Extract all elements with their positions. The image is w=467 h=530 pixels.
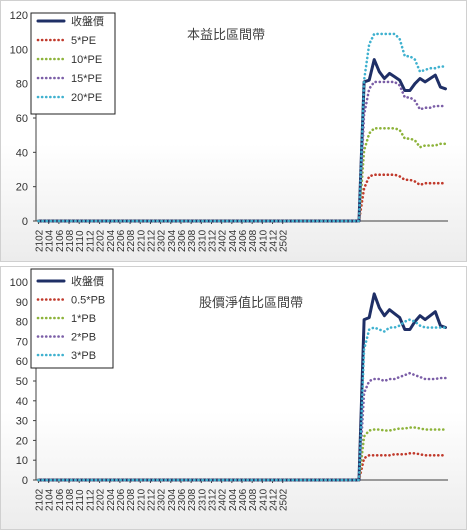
series-line-2 xyxy=(37,127,447,223)
x-tick-label: 2106 xyxy=(55,488,66,511)
legend-label-4: 3*PB xyxy=(71,350,96,362)
y-tick-label: 10 xyxy=(16,455,28,467)
x-tick-label: 2212 xyxy=(146,229,157,252)
y-tick-label: 60 xyxy=(16,113,28,125)
legend-label-1: 5*PE xyxy=(71,35,96,47)
x-tick-label: 2312 xyxy=(207,488,218,511)
legend-label-0: 收盤價 xyxy=(71,274,104,288)
series-line-4 xyxy=(37,32,447,223)
x-tick-label: 2306 xyxy=(177,229,188,252)
x-tick-label: 2304 xyxy=(167,229,178,252)
y-tick-label: 80 xyxy=(16,79,28,91)
x-tick-label: 2308 xyxy=(187,229,198,252)
x-tick-label: 2106 xyxy=(55,229,66,252)
legend-label-0: 收盤價 xyxy=(71,14,104,28)
x-tick-label: 2202 xyxy=(96,229,107,252)
x-tick-label: 2406 xyxy=(238,229,249,252)
x-tick-label: 2310 xyxy=(197,229,208,252)
x-tick-label: 2410 xyxy=(258,488,269,511)
x-tick-label: 2404 xyxy=(228,488,239,511)
y-tick-label: 0 xyxy=(22,475,28,487)
x-tick-label: 2104 xyxy=(45,229,56,252)
x-tick-label: 2108 xyxy=(65,488,76,511)
chart-title: 股價淨值比區間帶 xyxy=(199,295,303,310)
x-tick-label: 2308 xyxy=(187,488,198,511)
x-tick-label: 2204 xyxy=(106,488,117,511)
legend-box xyxy=(30,268,114,369)
chart-title: 本益比區間帶 xyxy=(187,27,265,42)
series-line-1 xyxy=(37,452,447,482)
series-line-0 xyxy=(37,292,447,482)
x-tick-label: 2302 xyxy=(157,488,168,511)
y-tick-label: 100 xyxy=(10,44,28,56)
x-tick-label: 2210 xyxy=(136,229,147,252)
y-tick-label: 40 xyxy=(16,147,28,159)
series-line-3 xyxy=(37,371,447,482)
legend-label-3: 2*PB xyxy=(71,332,96,344)
x-tick-label: 2306 xyxy=(177,488,188,511)
series-line-0 xyxy=(37,58,447,223)
y-tick-label: 50 xyxy=(16,376,28,388)
x-tick-label: 2208 xyxy=(126,488,137,511)
y-tick-label: 120 xyxy=(10,10,28,22)
x-tick-label: 2302 xyxy=(157,229,168,252)
x-tick-label: 2102 xyxy=(35,229,46,252)
x-tick-label: 2112 xyxy=(85,489,96,511)
chart-panel-pe: 0 20 40 60 80 100 120 2102 2104 2106 2108 2110 2112 2… xyxy=(0,0,467,262)
x-tick-label: 2310 xyxy=(197,488,208,511)
y-tick-label: 20 xyxy=(16,435,28,447)
x-tick-label: 2408 xyxy=(248,488,259,511)
legend-label-4: 20*PE xyxy=(71,92,102,104)
x-tick-label: 2102 xyxy=(35,488,46,511)
x-tick-label: 2502 xyxy=(279,488,290,511)
x-tick-label: 2108 xyxy=(65,229,76,252)
x-tick-label: 2208 xyxy=(126,229,137,252)
y-tick-label: 100 xyxy=(10,277,28,289)
y-tick-label: 60 xyxy=(16,356,28,368)
legend-label-3: 15*PE xyxy=(71,73,102,85)
y-tick-label: 70 xyxy=(16,336,28,348)
x-tick-label: 2412 xyxy=(269,229,280,252)
x-tick-label: 2104 xyxy=(45,488,56,511)
chart-panel-pb: 0 10 20 30 40 50 60 70 80 90 100 2102 2104 2106 2108 21… xyxy=(0,266,467,530)
y-tick-label: 40 xyxy=(16,396,28,408)
series-line-1 xyxy=(37,173,447,223)
x-tick-label: 2402 xyxy=(218,488,229,511)
y-tick-label: 0 xyxy=(22,216,28,228)
x-tick-label: 2406 xyxy=(238,488,249,511)
x-tick-label: 2204 xyxy=(106,229,117,252)
legend-label-2: 10*PE xyxy=(71,54,102,66)
x-tick-label: 2410 xyxy=(258,229,269,252)
x-tick-label: 2206 xyxy=(116,229,127,252)
x-tick-label: 2210 xyxy=(136,488,147,511)
series-line-4 xyxy=(37,318,447,482)
x-tick-label: 2502 xyxy=(279,229,290,252)
x-tick-label: 2312 xyxy=(207,229,218,252)
y-tick-label: 30 xyxy=(16,416,28,428)
y-tick-label: 80 xyxy=(16,317,28,329)
series-line-2 xyxy=(37,426,447,482)
x-tick-label: 2404 xyxy=(228,229,239,252)
x-tick-label: 2402 xyxy=(218,229,229,252)
y-tick-label: 90 xyxy=(16,297,28,309)
legend-label-1: 0.5*PB xyxy=(71,295,105,307)
x-tick-label: 2408 xyxy=(248,229,259,252)
y-tick-label: 20 xyxy=(16,182,28,194)
legend-label-2: 1*PB xyxy=(71,313,96,325)
x-tick-label: 2112 xyxy=(85,230,96,252)
x-tick-label: 2206 xyxy=(116,488,127,511)
x-tick-label: 2110 xyxy=(75,489,86,511)
x-tick-label: 2110 xyxy=(75,230,86,252)
x-tick-label: 2304 xyxy=(167,488,178,511)
x-tick-label: 2412 xyxy=(269,488,280,511)
x-tick-label: 2212 xyxy=(146,488,157,511)
x-tick-label: 2202 xyxy=(96,488,107,511)
